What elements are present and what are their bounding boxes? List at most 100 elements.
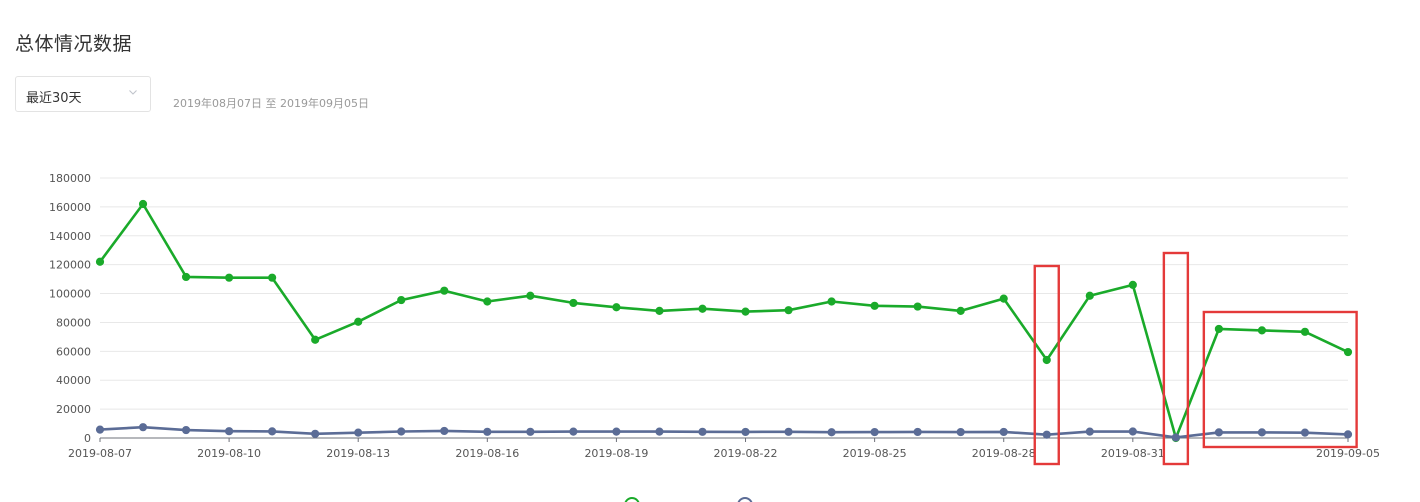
data-point (698, 304, 707, 313)
data-point (569, 298, 578, 308)
data-point (440, 426, 449, 436)
data-point (483, 297, 492, 306)
data-point (268, 273, 277, 282)
x-tick-label: 2019-08-13 (326, 447, 390, 460)
legend-marker (737, 497, 753, 502)
data-point (1085, 427, 1094, 436)
data-point (95, 425, 105, 434)
x-tick-label: 2019-08-31 (1101, 447, 1165, 460)
data-point (1128, 280, 1137, 289)
y-tick-label: 180000 (49, 172, 91, 185)
data-point (870, 427, 879, 437)
data-point (311, 429, 320, 438)
data-point (956, 306, 965, 315)
grid-lines (100, 177, 1348, 410)
date-range-text: 2019年08月07日 至 2019年09月05日 (173, 97, 369, 110)
page-title: 总体情况数据 (15, 33, 133, 55)
y-tick-label: 20000 (56, 403, 91, 416)
data-point (956, 427, 965, 437)
data-point (698, 427, 707, 436)
y-tick-label: 0 (84, 432, 91, 445)
data-point (354, 428, 363, 437)
data-point (440, 286, 449, 295)
data-point (1214, 324, 1223, 334)
data-point (655, 427, 664, 436)
data-point (913, 427, 922, 437)
data-point (1214, 428, 1223, 437)
data-point (1128, 427, 1137, 436)
data-point (526, 427, 535, 436)
x-tick-label: 2019-08-19 (584, 447, 648, 460)
data-point (612, 303, 621, 312)
highlight-boxes (1033, 251, 1358, 466)
y-tick-label: 140000 (49, 230, 91, 243)
data-point (612, 427, 621, 436)
line-chart-svg: 0 20000 40000 60000 80000 100000 120000 140000 1… (49, 172, 1380, 502)
data-point (1042, 355, 1051, 365)
data-point (225, 427, 234, 436)
data-point (870, 301, 879, 310)
x-tick-label: 2019-08-22 (714, 447, 778, 460)
data-point (655, 306, 664, 315)
data-point (526, 291, 535, 300)
data-point (1343, 430, 1353, 439)
data-point (397, 295, 406, 305)
highlight-box (1202, 310, 1358, 449)
data-point (569, 427, 578, 436)
data-point (1257, 428, 1267, 437)
y-tick-label: 80000 (56, 316, 91, 329)
series-line (99, 425, 1349, 439)
y-tick-label: 120000 (49, 259, 91, 272)
data-point (1300, 327, 1310, 336)
data-point (1171, 433, 1180, 442)
data-point (181, 272, 191, 282)
data-point (827, 297, 836, 306)
data-point (354, 317, 363, 326)
date-range-select[interactable]: 最近30天 (15, 76, 151, 112)
data-point (1300, 428, 1310, 437)
series-line (98, 202, 1349, 440)
data-point (1085, 291, 1094, 300)
data-point (483, 427, 492, 436)
data-point (268, 427, 277, 436)
data-point (1042, 430, 1051, 439)
y-tick-label: 100000 (49, 288, 91, 301)
data-point (1343, 347, 1353, 357)
y-tick-label: 160000 (49, 201, 91, 214)
chart-series (95, 199, 1353, 443)
x-tick-label: 2019-08-28 (972, 447, 1036, 460)
series-2 (95, 423, 1353, 442)
legend-marker (624, 497, 640, 502)
chart-legend (624, 497, 753, 502)
x-tick-label: 2019-08-25 (843, 447, 907, 460)
data-point (741, 307, 750, 316)
x-tick-label: 2019-09-05 (1316, 447, 1380, 460)
data-point (913, 302, 922, 311)
data-point (138, 199, 148, 209)
data-point (1257, 326, 1267, 335)
chevron-down-icon (129, 90, 137, 95)
data-point (138, 423, 148, 432)
series-1 (95, 199, 1353, 443)
line-chart: 0 20000 40000 60000 80000 100000 120000 140000 1… (0, 150, 1420, 502)
date-range-select-value: 最近30天 (26, 91, 82, 106)
x-tick-label: 2019-08-07 (68, 447, 132, 460)
data-point (397, 427, 406, 436)
data-point (784, 427, 793, 436)
data-point (741, 427, 750, 437)
data-point (181, 425, 191, 435)
data-point (999, 294, 1008, 303)
data-point (311, 335, 320, 344)
x-tick-label: 2019-08-10 (197, 447, 261, 460)
data-point (225, 273, 234, 282)
data-point (999, 427, 1008, 437)
data-point (95, 257, 105, 266)
data-point (784, 306, 793, 315)
x-tick-label: 2019-08-16 (455, 447, 519, 460)
chart-axes: 0 20000 40000 60000 80000 100000 120000 140000 1… (49, 172, 1380, 460)
highlight-box (1162, 251, 1190, 466)
highlight-box (1033, 264, 1060, 466)
y-tick-label: 60000 (56, 345, 91, 358)
y-tick-label: 40000 (56, 374, 91, 387)
data-point (827, 428, 836, 437)
